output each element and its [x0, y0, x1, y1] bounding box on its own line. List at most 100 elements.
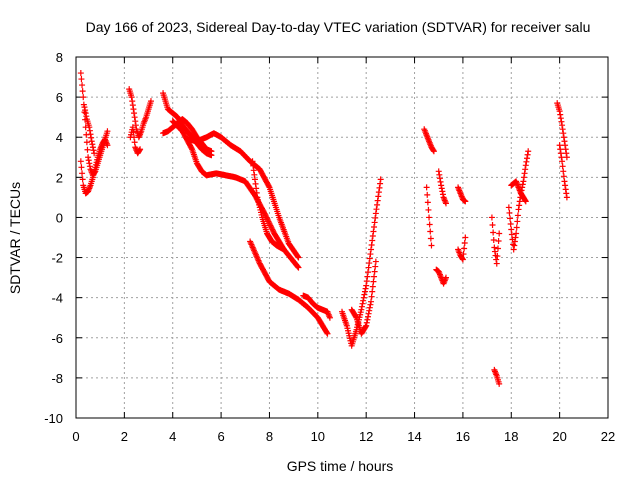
- data-point: [365, 310, 372, 317]
- data-point: [87, 131, 94, 138]
- data-point: [508, 226, 515, 233]
- data-point: [557, 111, 564, 118]
- data-point: [295, 254, 302, 261]
- data-series-segment: [505, 148, 532, 253]
- data-point: [428, 242, 435, 249]
- data-point: [253, 185, 260, 192]
- data-point: [373, 206, 380, 213]
- data-series-segment: [423, 184, 435, 249]
- data-point: [358, 306, 365, 313]
- data-point: [559, 163, 566, 170]
- data-point: [426, 221, 433, 228]
- data-point: [88, 138, 95, 145]
- data-point: [459, 255, 466, 262]
- data-point: [265, 183, 272, 190]
- x-tick-labels: 0 2 4 6 8 10 12 14 16 18 20 22: [72, 429, 615, 444]
- data-point: [361, 291, 368, 298]
- data-point: [368, 293, 375, 300]
- data-series-segment: [433, 266, 449, 287]
- data-point: [377, 176, 384, 183]
- data-point: [377, 180, 384, 187]
- data-point: [513, 230, 520, 237]
- data-point: [359, 300, 366, 307]
- data-point: [266, 221, 273, 228]
- data-point: [488, 214, 495, 221]
- data-point: [424, 191, 431, 198]
- x-tick-label: 10: [311, 429, 325, 444]
- data-point: [366, 255, 373, 262]
- data-point: [364, 313, 371, 320]
- data-point: [147, 98, 154, 105]
- data-point: [496, 230, 503, 237]
- y-tick-label: 4: [56, 130, 63, 145]
- data-point: [508, 231, 515, 238]
- data-point: [436, 175, 443, 182]
- data-series-segment: [249, 158, 287, 253]
- data-series-segment: [455, 234, 469, 263]
- data-point: [371, 268, 378, 275]
- data-point: [558, 118, 565, 125]
- y-tick-label: -10: [44, 411, 63, 426]
- data-point: [363, 278, 370, 285]
- data-point: [79, 176, 86, 183]
- data-point: [437, 178, 444, 185]
- data-series-segment: [348, 258, 379, 337]
- data-point: [438, 185, 445, 192]
- data-point: [493, 256, 500, 263]
- data-point: [83, 113, 90, 120]
- x-tick-label: 6: [217, 429, 224, 444]
- data-point: [522, 197, 529, 204]
- data-point: [104, 128, 111, 135]
- data-point: [427, 235, 434, 242]
- data-point: [559, 126, 566, 133]
- data-point: [294, 263, 301, 270]
- data-point: [439, 191, 446, 198]
- x-tick-label: 0: [72, 429, 79, 444]
- data-point: [438, 182, 445, 189]
- data-point: [560, 168, 567, 175]
- data-point: [85, 154, 92, 161]
- data-point: [262, 213, 269, 220]
- data-point: [250, 167, 257, 174]
- data-point: [490, 237, 497, 244]
- data-point: [79, 88, 86, 95]
- data-point: [557, 115, 564, 122]
- data-point: [460, 251, 467, 258]
- data-point: [562, 142, 569, 149]
- data-point: [295, 264, 302, 271]
- x-tick-label: 16: [456, 429, 470, 444]
- data-point: [372, 214, 379, 221]
- data-point: [77, 70, 84, 77]
- x-tick-label: 2: [121, 429, 128, 444]
- data-point: [562, 182, 569, 189]
- data-point: [129, 98, 136, 105]
- data-point: [268, 223, 275, 230]
- data-point: [77, 158, 84, 165]
- data-point: [521, 170, 528, 177]
- data-point: [370, 228, 377, 235]
- data-point: [362, 285, 369, 292]
- data-series-segment: [184, 130, 302, 261]
- data-point: [520, 174, 527, 181]
- data-point: [496, 380, 503, 387]
- x-tick-label: 8: [266, 429, 273, 444]
- data-point: [562, 146, 569, 153]
- data-point: [266, 219, 273, 226]
- y-tick-label: 8: [56, 50, 63, 65]
- data-point: [368, 246, 375, 253]
- data-point: [268, 225, 275, 232]
- data-point: [360, 294, 367, 301]
- data-point: [516, 198, 523, 205]
- data-point: [523, 158, 530, 165]
- data-point: [371, 219, 378, 226]
- data-point: [78, 164, 85, 171]
- data-point: [369, 232, 376, 239]
- data-point: [130, 106, 137, 113]
- data-point: [558, 154, 565, 161]
- data-point: [131, 139, 138, 146]
- y-axis-label: SDTVAR / TECUs: [7, 182, 23, 294]
- data-point: [79, 170, 86, 177]
- data-point: [370, 278, 377, 285]
- data-point: [511, 242, 518, 249]
